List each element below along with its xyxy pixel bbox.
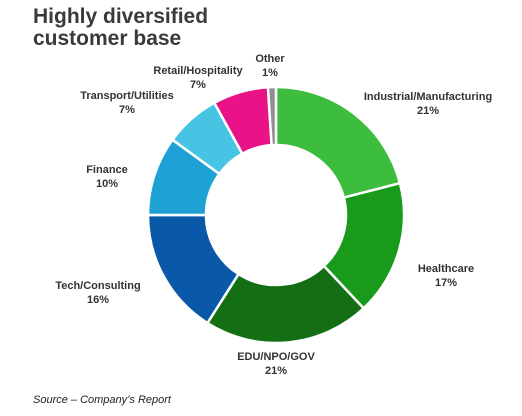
slice-other (266, 85, 278, 147)
title-line-2: customer base (33, 27, 182, 50)
source-note: Source – Company’s Report (33, 394, 171, 406)
chart-title: Highly diversified customer base (33, 6, 208, 50)
title-line-1: Highly diversified (33, 5, 209, 28)
value-label-other: 1% (262, 67, 278, 79)
label-industrial-manufacturing: Industrial/Manufacturing (364, 91, 492, 103)
label-edu-npo-gov: EDU/NPO/GOV (237, 351, 315, 363)
label-finance: Finance (86, 164, 128, 176)
value-label-finance: 10% (96, 178, 118, 190)
label-retail-hospitality: Retail/Hospitality (153, 65, 243, 77)
value-label-industrial-manufacturing: 21% (417, 105, 439, 117)
value-label-retail-hospitality: 7% (190, 79, 206, 91)
slice-industrial-manufacturing (274, 85, 402, 200)
value-label-transport-utilities: 7% (119, 104, 135, 116)
label-other: Other (255, 53, 285, 65)
label-tech-consulting: Tech/Consulting (55, 280, 140, 292)
value-label-healthcare: 17% (435, 277, 457, 289)
label-healthcare: Healthcare (418, 263, 474, 275)
value-label-tech-consulting: 16% (87, 294, 109, 306)
value-label-edu-npo-gov: 21% (265, 365, 287, 377)
label-transport-utilities: Transport/Utilities (80, 90, 174, 102)
